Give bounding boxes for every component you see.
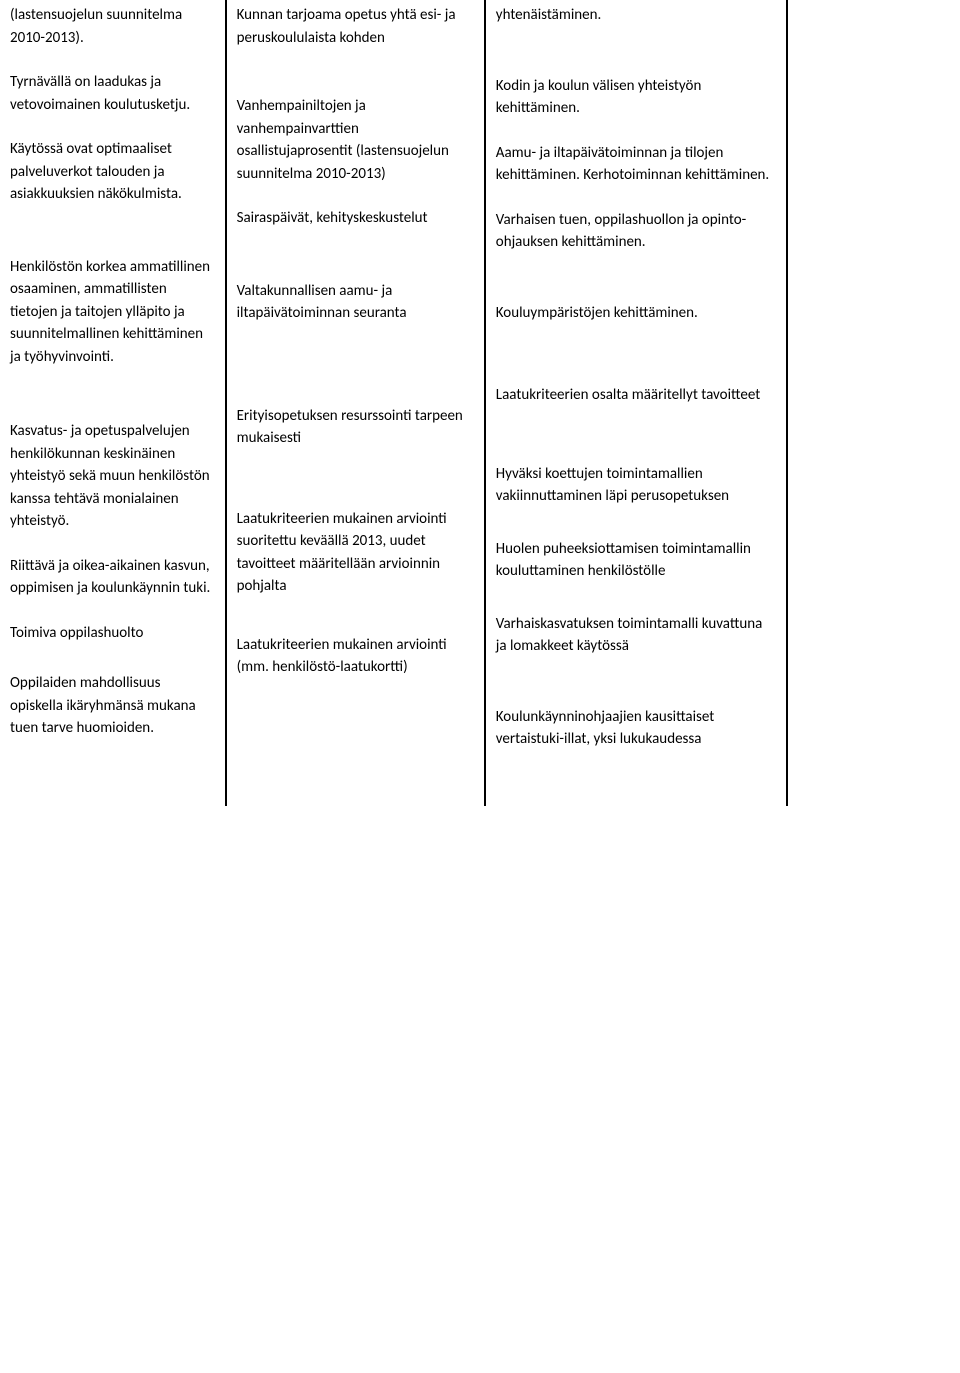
paragraph: Hyväksi koettujen toimintamallien vakiin…	[496, 463, 774, 508]
paragraph: Kodin ja koulun välisen yhteistyön kehit…	[496, 75, 774, 120]
table-cell-2: Kunnan tarjoama opetus yhtä esi- ja peru…	[226, 0, 485, 806]
spacer	[237, 71, 472, 95]
paragraph: Riittävä ja oikea-aikainen kasvun, oppim…	[10, 555, 213, 600]
paragraph: Varhaiskasvatuksen toimintamalli kuvattu…	[496, 613, 774, 658]
spacer	[10, 762, 213, 802]
paragraph: Aamu- ja iltapäivätoiminnan ja tilojen k…	[496, 142, 774, 187]
table-cell-3: yhtenäistäminen. Kodin ja koulun välisen…	[485, 0, 787, 806]
paragraph: Kouluympäristöjen kehittäminen.	[496, 302, 774, 325]
paragraph: Kasvatus- ja opetuspalvelujen henkilökun…	[10, 420, 213, 533]
paragraph: yhtenäistäminen.	[496, 4, 774, 27]
paragraph: Oppilaiden mahdollisuus opiskella ikäryh…	[10, 672, 213, 740]
paragraph: Varhaisen tuen, oppilashuollon ja opinto…	[496, 209, 774, 254]
table-row: (lastensuojelun suunnitelma 2010-2013). …	[0, 0, 960, 806]
paragraph: Huolen puheeksiottamisen toimintamallin …	[496, 538, 774, 583]
paragraph: Sairaspäivät, kehityskeskustelut	[237, 207, 472, 230]
paragraph: Erityisopetuksen resurssointi tarpeen mu…	[237, 405, 472, 450]
paragraph: Laatukriteerien osalta määritellyt tavoi…	[496, 384, 774, 407]
paragraph: Tyrnävällä on laadukas ja vetovoimainen …	[10, 71, 213, 116]
paragraph: Laatukriteerien mukainen arviointi (mm. …	[237, 634, 472, 679]
paragraph: Koulunkäynninohjaajien kausittaiset vert…	[496, 706, 774, 751]
paragraph: Henkilöstön korkea ammatillinen osaamine…	[10, 256, 213, 369]
spacer	[10, 390, 213, 420]
paragraph: Valtakunnallisen aamu- ja iltapäivätoimi…	[237, 280, 472, 325]
paragraph: Toimiva oppilashuolto	[10, 622, 213, 645]
paragraph: Kunnan tarjoama opetus yhtä esi- ja peru…	[237, 4, 472, 49]
paragraph: Käytössä ovat optimaaliset palveluverkot…	[10, 138, 213, 206]
paragraph: Vanhempainiltojen ja vanhempainvarttien …	[237, 95, 472, 185]
table-cell-4	[787, 0, 960, 806]
paragraph: (lastensuojelun suunnitelma 2010-2013).	[10, 4, 213, 49]
table-cell-1: (lastensuojelun suunnitelma 2010-2013). …	[0, 0, 226, 806]
document-table: (lastensuojelun suunnitelma 2010-2013). …	[0, 0, 960, 806]
paragraph: Laatukriteerien mukainen arviointi suori…	[237, 508, 472, 598]
spacer	[10, 228, 213, 256]
